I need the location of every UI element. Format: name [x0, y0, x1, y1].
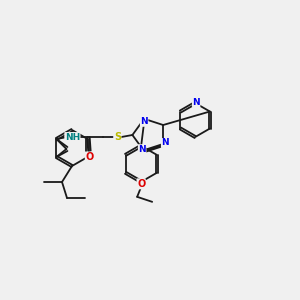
Text: N: N	[161, 139, 169, 148]
Text: O: O	[85, 152, 94, 162]
Text: NH: NH	[65, 133, 80, 142]
Text: O: O	[137, 179, 145, 189]
Text: N: N	[140, 117, 148, 126]
Text: S: S	[114, 132, 121, 142]
Text: N: N	[192, 98, 200, 106]
Text: N: N	[138, 145, 146, 154]
